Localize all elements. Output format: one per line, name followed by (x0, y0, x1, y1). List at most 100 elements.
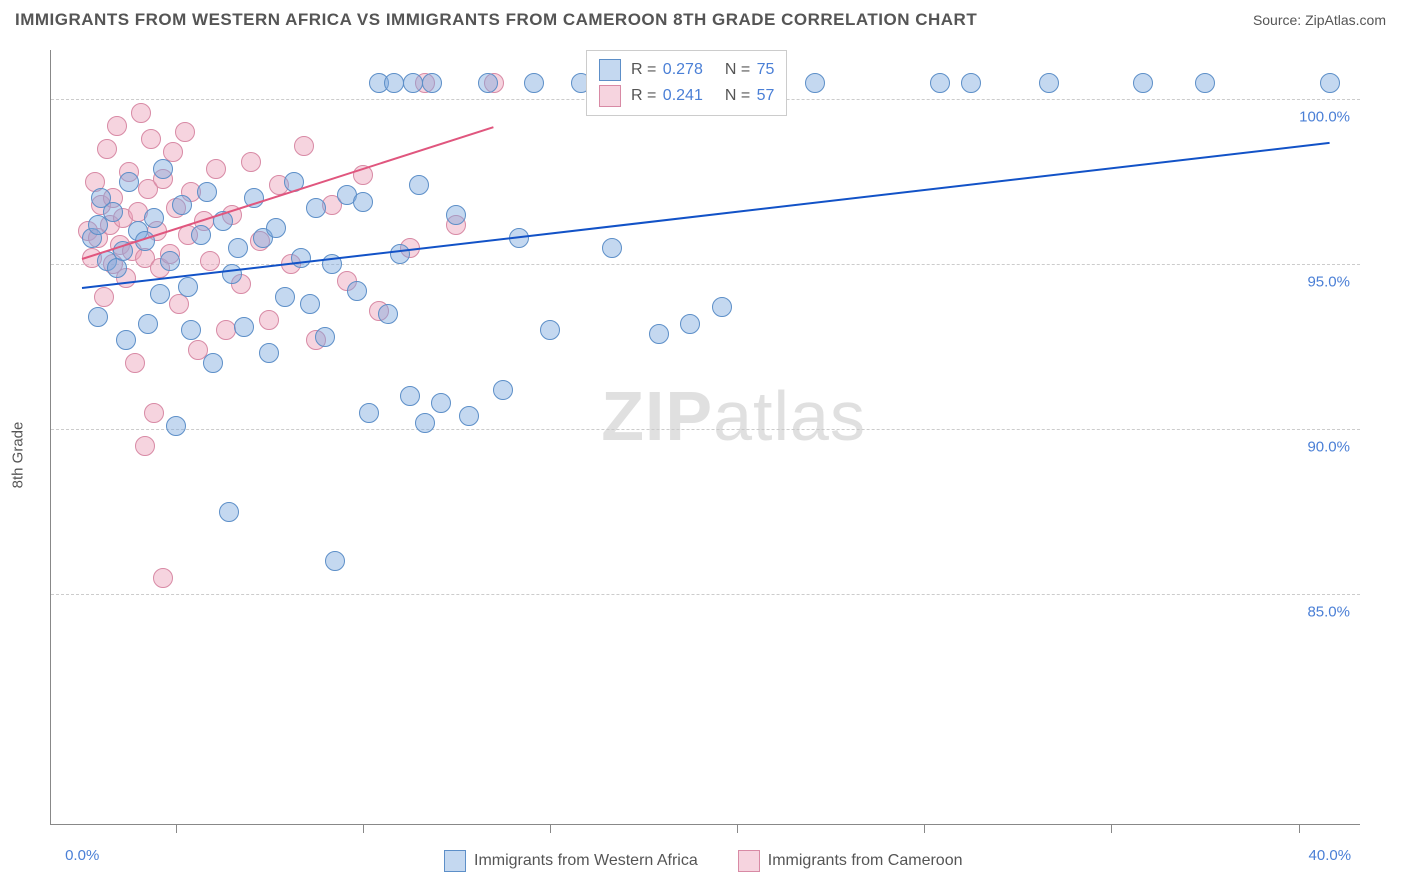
scatter-point (97, 139, 117, 159)
scatter-point (203, 353, 223, 373)
scatter-point (540, 320, 560, 340)
y-tick-label: 85.0% (1307, 604, 1350, 621)
scatter-point (300, 294, 320, 314)
legend-r-label: R = 0.241 (631, 87, 703, 105)
legend-n-label: N = 75 (725, 61, 775, 79)
scatter-point (166, 416, 186, 436)
y-axis-label: 8th Grade (10, 422, 27, 489)
scatter-point (805, 73, 825, 93)
scatter-point (266, 218, 286, 238)
scatter-point (131, 103, 151, 123)
plot-region: 85.0%90.0%95.0%100.0%0.0%40.0%ZIPatlasR … (50, 50, 1360, 825)
scatter-point (400, 386, 420, 406)
y-tick-label: 95.0% (1307, 274, 1350, 291)
scatter-point (294, 136, 314, 156)
scatter-point (403, 73, 423, 93)
chart-source: Source: ZipAtlas.com (1253, 12, 1386, 28)
scatter-point (459, 406, 479, 426)
scatter-point (291, 248, 311, 268)
scatter-point (930, 73, 950, 93)
scatter-point (216, 320, 236, 340)
scatter-point (175, 122, 195, 142)
scatter-point (141, 129, 161, 149)
x-tick-mark (176, 825, 177, 833)
scatter-point (378, 304, 398, 324)
regression-line (82, 142, 1330, 289)
scatter-point (680, 314, 700, 334)
scatter-point (153, 568, 173, 588)
scatter-point (150, 284, 170, 304)
scatter-point (178, 277, 198, 297)
scatter-point (88, 307, 108, 327)
scatter-point (353, 192, 373, 212)
gridline (51, 429, 1360, 430)
scatter-point (219, 502, 239, 522)
series-name: Immigrants from Cameroon (768, 852, 963, 870)
scatter-point (446, 205, 466, 225)
x-tick-mark (1111, 825, 1112, 833)
scatter-point (206, 159, 226, 179)
scatter-point (153, 159, 173, 179)
scatter-point (138, 314, 158, 334)
scatter-point (649, 324, 669, 344)
scatter-point (478, 73, 498, 93)
scatter-point (94, 287, 114, 307)
scatter-point (135, 436, 155, 456)
scatter-point (103, 202, 123, 222)
scatter-point (125, 353, 145, 373)
chart-area: 8th Grade 85.0%90.0%95.0%100.0%0.0%40.0%… (0, 40, 1406, 870)
scatter-point (228, 238, 248, 258)
scatter-point (1320, 73, 1340, 93)
scatter-point (259, 343, 279, 363)
scatter-point (306, 198, 326, 218)
scatter-point (259, 310, 279, 330)
scatter-point (222, 264, 242, 284)
scatter-point (422, 73, 442, 93)
series-legend-item: Immigrants from Cameroon (738, 850, 963, 872)
correlation-legend: R = 0.278N = 75 R = 0.241 N = 57 (586, 50, 787, 116)
scatter-point (961, 73, 981, 93)
scatter-point (172, 195, 192, 215)
scatter-point (359, 403, 379, 423)
legend-n-label: N = 57 (725, 87, 775, 105)
scatter-point (409, 175, 429, 195)
scatter-point (119, 172, 139, 192)
chart-title: IMMIGRANTS FROM WESTERN AFRICA VS IMMIGR… (15, 10, 977, 30)
legend-swatch-icon (599, 59, 621, 81)
series-name: Immigrants from Western Africa (474, 852, 698, 870)
chart-header: IMMIGRANTS FROM WESTERN AFRICA VS IMMIGR… (0, 0, 1406, 40)
scatter-point (200, 251, 220, 271)
gridline (51, 264, 1360, 265)
series-legend: Immigrants from Western Africa Immigrants… (444, 850, 962, 872)
scatter-point (241, 152, 261, 172)
scatter-point (602, 238, 622, 258)
scatter-point (197, 182, 217, 202)
scatter-point (390, 244, 410, 264)
scatter-point (1195, 73, 1215, 93)
scatter-point (315, 327, 335, 347)
y-tick-label: 90.0% (1307, 439, 1350, 456)
legend-swatch-icon (738, 850, 760, 872)
legend-row: R = 0.241 N = 57 (599, 83, 774, 109)
x-tick-mark (1299, 825, 1300, 833)
x-tick-label: 0.0% (65, 847, 99, 864)
scatter-point (431, 393, 451, 413)
scatter-point (107, 116, 127, 136)
x-tick-mark (924, 825, 925, 833)
scatter-point (415, 413, 435, 433)
gridline (51, 594, 1360, 595)
scatter-point (160, 251, 180, 271)
series-legend-item: Immigrants from Western Africa (444, 850, 698, 872)
legend-row: R = 0.278N = 75 (599, 57, 774, 83)
scatter-point (524, 73, 544, 93)
scatter-point (1039, 73, 1059, 93)
x-tick-mark (737, 825, 738, 833)
scatter-point (191, 225, 211, 245)
scatter-point (347, 281, 367, 301)
scatter-point (181, 320, 201, 340)
scatter-point (144, 403, 164, 423)
scatter-point (325, 551, 345, 571)
scatter-point (384, 73, 404, 93)
scatter-point (275, 287, 295, 307)
scatter-point (493, 380, 513, 400)
